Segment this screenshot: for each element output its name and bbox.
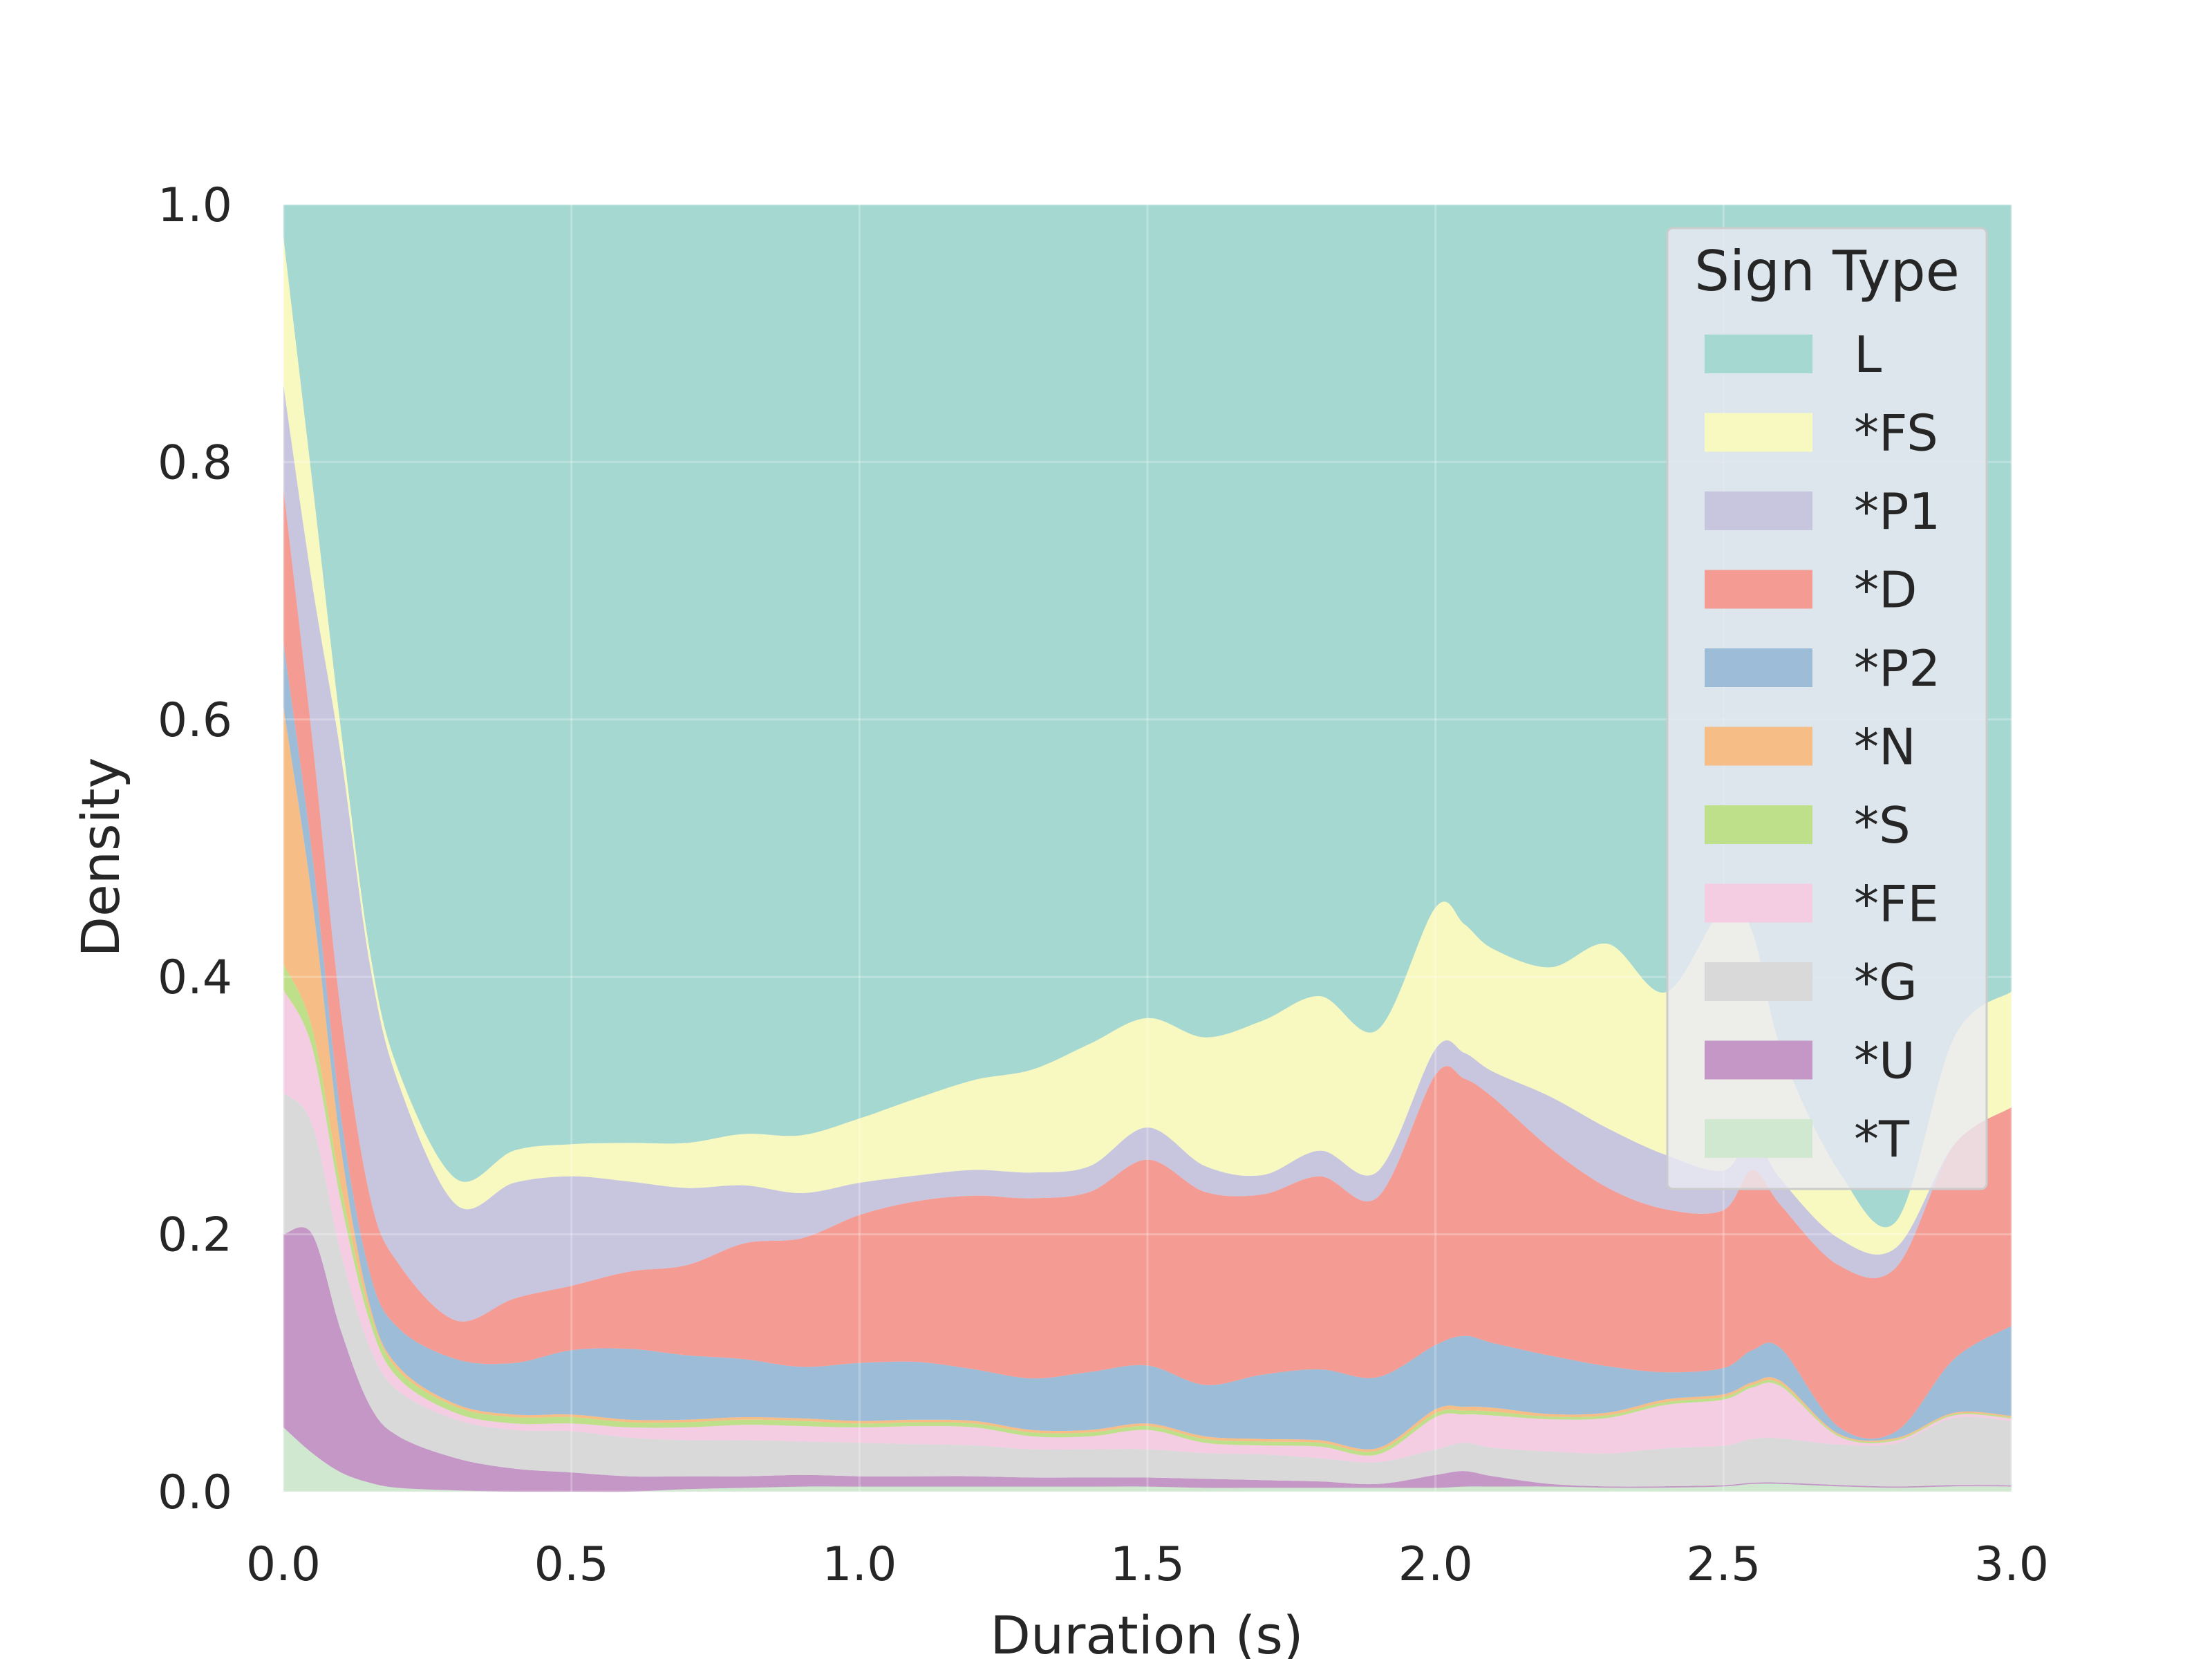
legend-swatch	[1705, 335, 1812, 373]
y-tick-label: 0.6	[158, 693, 232, 748]
y-axis-label: Density	[70, 758, 131, 957]
x-tick-label: 1.5	[1110, 1537, 1185, 1592]
area-p2	[283, 642, 2012, 1450]
legend: Sign Type L *FS *P1 *D *P2 *N *S *FE *G *U *T	[1666, 227, 1988, 1190]
legend-swatch	[1705, 648, 1812, 687]
legend-swatch	[1705, 727, 1812, 766]
legend-label: *U	[1854, 1032, 1915, 1090]
area-fe	[283, 989, 2012, 1463]
area-u	[283, 1227, 2012, 1492]
legend-label: *S	[1854, 796, 1911, 854]
legend-label: *P1	[1854, 482, 1940, 541]
legend-swatch	[1705, 805, 1812, 844]
x-tick-label: 0.0	[246, 1537, 321, 1592]
legend-label: *G	[1854, 953, 1918, 1011]
y-tick-labels: 0.0 0.2 0.4 0.6 0.8 1.0	[158, 178, 232, 1520]
legend-label: *FE	[1854, 875, 1939, 933]
legend-label: *P2	[1854, 639, 1940, 697]
legend-frame	[1666, 227, 1988, 1190]
legend-swatch	[1705, 883, 1812, 923]
legend-swatch	[1705, 570, 1812, 609]
x-tick-labels: 0.0 0.5 1.0 1.5 2.0 2.5 3.0	[246, 1537, 2049, 1592]
legend-swatch	[1705, 491, 1812, 530]
area-g	[283, 1092, 2012, 1487]
y-tick-label: 1.0	[158, 178, 232, 233]
x-tick-label: 1.0	[822, 1537, 897, 1592]
y-tick-label: 0.4	[158, 950, 232, 1005]
legend-label: L	[1854, 326, 1882, 384]
x-tick-label: 3.0	[1974, 1537, 2049, 1592]
legend-label: *FS	[1854, 404, 1938, 462]
x-tick-label: 2.5	[1686, 1537, 1761, 1592]
area-fs	[283, 236, 2012, 1255]
x-tick-label: 2.0	[1398, 1537, 1473, 1592]
x-axis-label: Duration (s)	[990, 1604, 1303, 1659]
area-p1	[283, 384, 2012, 1322]
legend-swatch	[1705, 413, 1812, 452]
legend-swatch	[1705, 1119, 1812, 1158]
x-tick-label: 0.5	[534, 1537, 609, 1592]
legend-swatch	[1705, 1040, 1812, 1080]
area-d	[283, 487, 2012, 1439]
legend-items: L *FS *P1 *D *P2 *N *S *FE *G *U *T	[1705, 326, 1940, 1168]
y-tick-label: 0.2	[158, 1208, 232, 1263]
y-tick-label: 0.8	[158, 435, 232, 490]
y-tick-label: 0.0	[158, 1465, 232, 1520]
legend-label: *N	[1854, 718, 1916, 776]
legend-title: Sign Type	[1694, 239, 1960, 303]
legend-label: *D	[1854, 561, 1917, 619]
legend-swatch	[1705, 962, 1812, 1001]
area-l	[283, 205, 2012, 1228]
legend-label: *T	[1854, 1110, 1910, 1168]
